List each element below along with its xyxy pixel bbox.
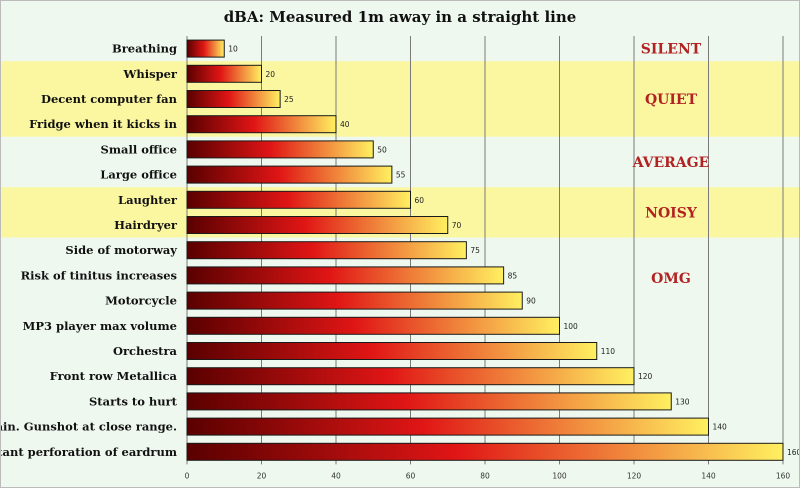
value-label: 40 <box>340 120 350 129</box>
bar <box>186 216 449 234</box>
bar <box>186 442 784 461</box>
value-label: 100 <box>564 322 579 331</box>
value-label: 25 <box>284 95 294 104</box>
bar <box>186 266 505 285</box>
bar <box>186 140 374 159</box>
category-label: Breathing <box>112 42 177 56</box>
x-tick-label: 140 <box>701 471 716 480</box>
chart-title: dBA: Measured 1m away in a straight line <box>224 8 577 26</box>
category-label: Pain. Gunshot at close range. <box>0 420 177 434</box>
category-label: Decent computer fan <box>41 92 178 106</box>
category-label: Instant perforation of eardrum <box>0 445 177 459</box>
category-label: Starts to hurt <box>89 394 178 408</box>
value-label: 70 <box>452 221 462 230</box>
x-tick-label: 20 <box>257 471 267 480</box>
value-label: 130 <box>675 397 690 406</box>
x-tick-label: 60 <box>406 471 416 480</box>
bar <box>186 39 225 58</box>
x-tick-label: 0 <box>185 471 190 480</box>
value-label: 120 <box>638 372 653 381</box>
category-label: Motorcycle <box>105 294 177 308</box>
bar <box>186 190 411 209</box>
bar <box>186 115 337 134</box>
x-tick-label: 120 <box>627 471 642 480</box>
bar <box>186 342 598 360</box>
value-label: 50 <box>377 145 387 154</box>
value-label: 110 <box>601 347 616 356</box>
bar <box>186 316 560 335</box>
category-label: MP3 player max volume <box>23 319 177 333</box>
zone-label-quiet: QUIET <box>645 92 698 108</box>
bar <box>186 291 523 310</box>
x-tick-label: 40 <box>331 471 341 480</box>
bar <box>186 367 635 386</box>
bar <box>186 165 393 184</box>
category-label: Hairdryer <box>114 218 178 232</box>
category-label: Side of motorway <box>65 243 177 257</box>
x-tick-label: 160 <box>776 471 791 480</box>
band-average <box>0 136 800 188</box>
band-quiet <box>0 61 800 137</box>
zone-label-average: AVERAGE <box>632 155 710 171</box>
x-tick-label: 100 <box>552 471 567 480</box>
zone-label-silent: SILENT <box>641 42 702 58</box>
value-label: 85 <box>508 271 518 280</box>
value-label: 20 <box>266 70 276 79</box>
category-label: Large office <box>100 168 177 182</box>
category-label: Small office <box>101 142 177 156</box>
x-tick-label: 80 <box>480 471 490 480</box>
value-label: 140 <box>713 423 728 432</box>
zone-label-noisy: NOISY <box>645 205 698 221</box>
zone-label-omg: OMG <box>651 271 691 287</box>
bar <box>186 90 281 108</box>
value-label: 75 <box>470 246 480 255</box>
bar <box>186 241 467 260</box>
value-label: 160 <box>787 448 800 457</box>
category-label: Orchestra <box>113 344 178 358</box>
value-label: 55 <box>396 171 406 180</box>
category-label: Whisper <box>122 67 177 81</box>
value-label: 90 <box>526 297 536 306</box>
value-label: 60 <box>415 196 425 205</box>
category-label: Risk of tinitus increases <box>21 268 177 282</box>
bar <box>186 392 672 411</box>
category-label: Laughter <box>118 193 178 207</box>
value-label: 10 <box>228 45 238 54</box>
bar <box>186 64 262 83</box>
band-silent <box>0 36 800 62</box>
category-label: Front row Metallica <box>50 369 178 383</box>
category-label: Fridge when it kicks in <box>29 117 178 131</box>
bar <box>186 417 709 436</box>
